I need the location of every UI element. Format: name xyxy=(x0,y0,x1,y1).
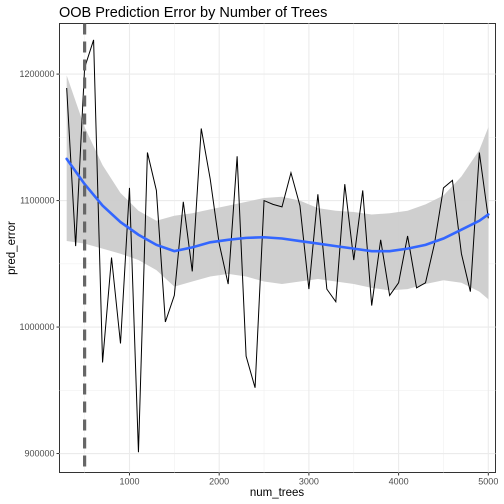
x-tick-label: 4000 xyxy=(389,477,409,487)
x-tick-label: 5000 xyxy=(478,477,498,487)
x-axis-label: num_trees xyxy=(250,487,305,499)
x-tick-label: 2000 xyxy=(209,477,229,487)
chart-title: OOB Prediction Error by Number of Trees xyxy=(59,5,327,21)
y-tick-label: 1100000 xyxy=(20,196,54,206)
y-tick-label: 1000000 xyxy=(19,322,54,332)
y-tick-label: 1200000 xyxy=(19,69,54,79)
y-tick-label: 900000 xyxy=(24,449,54,459)
y-axis-label: pred_error xyxy=(6,221,18,275)
x-tick-label: 3000 xyxy=(299,477,319,487)
x-axis-ticks: 1000 2000 3000 4000 5000 xyxy=(119,473,498,487)
x-tick-label: 1000 xyxy=(119,477,139,487)
y-axis-ticks: 900000 1000000 1100000 1200000 xyxy=(19,69,59,458)
